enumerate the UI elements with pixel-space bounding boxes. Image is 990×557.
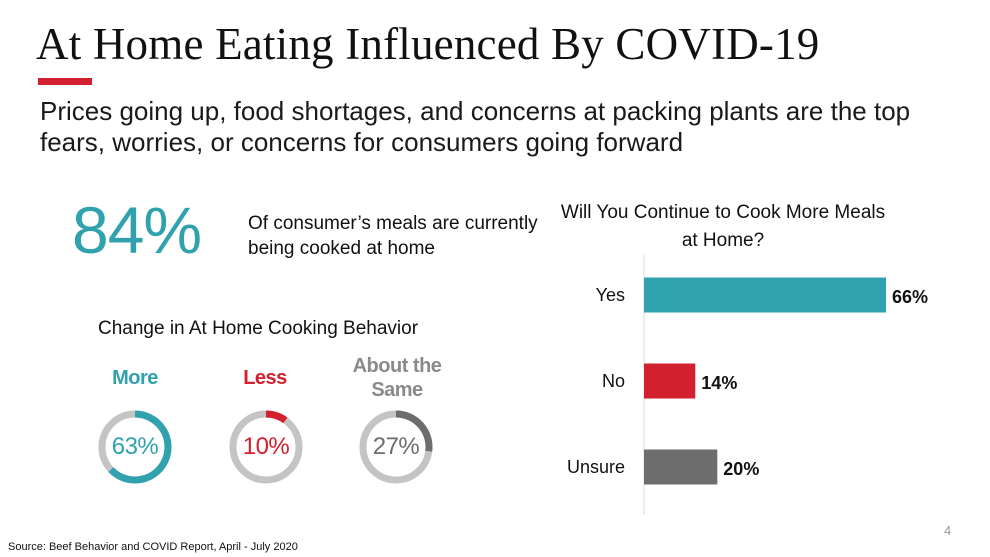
bar-unsure <box>644 449 718 485</box>
donut-label-same: About the Same <box>352 355 442 401</box>
donut-label-more: More <box>112 367 158 389</box>
big-stat-description: Of consumer’s meals are currently being … <box>248 213 538 259</box>
bar-value-unsure: 20% <box>723 459 759 479</box>
donut-less: 10% <box>227 408 305 486</box>
donut-more-arc <box>108 410 172 484</box>
bar-value-yes: 66% <box>892 287 928 307</box>
bar-value-no: 14% <box>701 373 737 393</box>
bar-chart-title: Will You Continue to Cook More Meals at … <box>560 202 886 251</box>
big-stat-value: 84% <box>72 193 202 267</box>
slide-title: At Home Eating Influenced By COVID-19 <box>36 19 820 69</box>
donut-more-ring <box>98 410 172 484</box>
donut-less-arc <box>265 410 288 424</box>
page-number: 4 <box>944 523 952 538</box>
bar-no <box>644 363 696 399</box>
donut-less-ring <box>229 410 303 484</box>
donut-more-value: 63% <box>111 433 159 460</box>
donut-chart-title: Change in At Home Cooking Behavior <box>98 318 419 339</box>
donut-less-value: 10% <box>242 433 290 460</box>
source-note: Source: Beef Behavior and COVID Report, … <box>8 541 298 553</box>
bar-category-no: No <box>602 371 625 391</box>
donut-more: 63% <box>96 408 174 486</box>
bar-category-unsure: Unsure <box>567 457 625 477</box>
donut-same-ring <box>359 410 433 484</box>
donut-same-arc <box>395 410 433 452</box>
donut-same-value: 27% <box>372 433 420 460</box>
donut-label-less: Less <box>243 367 287 389</box>
slide-subtitle: Prices going up, food shortages, and con… <box>40 96 911 157</box>
bar-yes <box>644 277 886 313</box>
bar-category-yes: Yes <box>596 285 625 305</box>
donut-same: 27% <box>357 408 435 486</box>
bar-chart: Yes 66% No 14% Unsure 20% <box>567 255 928 515</box>
title-accent-bar <box>38 78 92 85</box>
